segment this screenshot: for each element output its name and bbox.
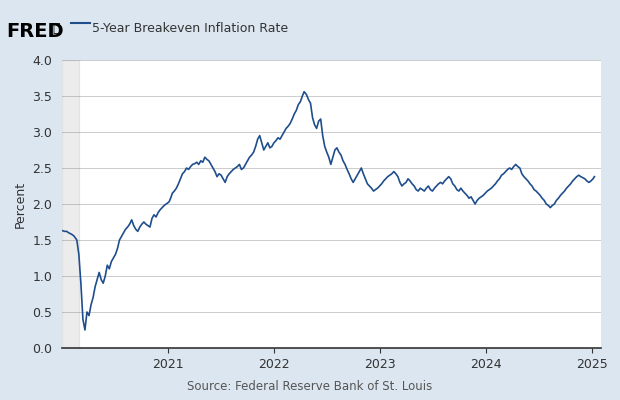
Text: 5-Year Breakeven Inflation Rate: 5-Year Breakeven Inflation Rate <box>92 22 288 35</box>
Text: 📈: 📈 <box>53 22 60 35</box>
Text: Source: Federal Reserve Bank of St. Louis: Source: Federal Reserve Bank of St. Loui… <box>187 380 433 393</box>
Y-axis label: Percent: Percent <box>14 180 27 228</box>
Bar <box>62 60 79 348</box>
Text: FRED: FRED <box>6 22 64 41</box>
